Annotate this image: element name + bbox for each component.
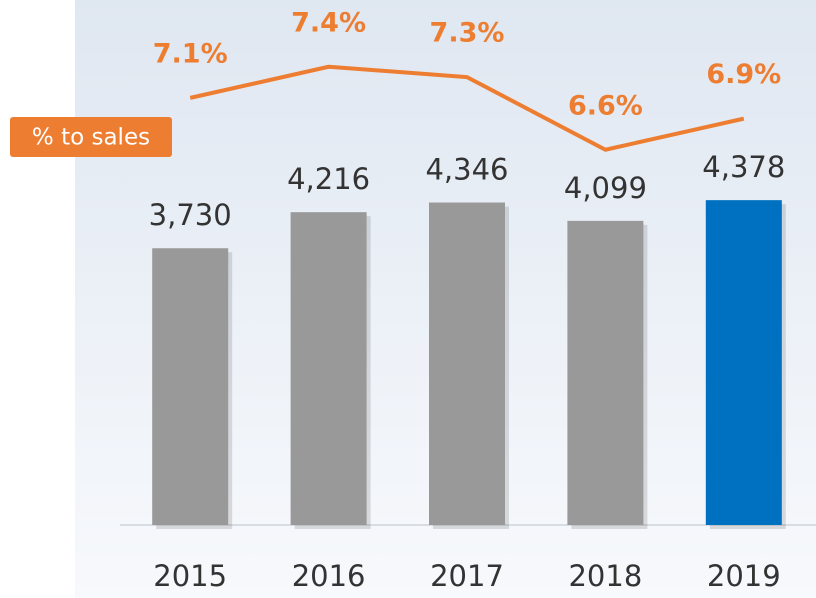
x-tick-label: 2016 [292,559,366,593]
bar [567,220,644,526]
line-value-label: 7.1% [153,38,228,69]
bar [152,248,229,525]
line-value-label: 6.9% [706,59,781,90]
legend: % to sales [10,117,172,157]
x-tick-label: 2015 [153,559,227,593]
legend-label: % to sales [32,125,150,151]
bar-value-label: 4,378 [702,150,785,184]
bar [429,202,505,525]
bar [705,200,782,525]
x-tick-label: 2017 [430,559,504,593]
legend-box [10,117,172,157]
bar-value-label: 4,099 [564,171,647,205]
bar-value-label: 4,216 [287,162,370,196]
x-tick-label: 2019 [707,559,781,593]
bar-value-label: 4,346 [425,153,508,187]
line-value-label: 7.4% [291,7,366,38]
bar-value-label: 3,730 [149,198,232,232]
line-value-label: 6.6% [568,90,643,121]
line-value-label: 7.3% [430,18,505,49]
x-tick-label: 2018 [568,559,642,593]
line [189,64,745,152]
bar [290,212,367,526]
